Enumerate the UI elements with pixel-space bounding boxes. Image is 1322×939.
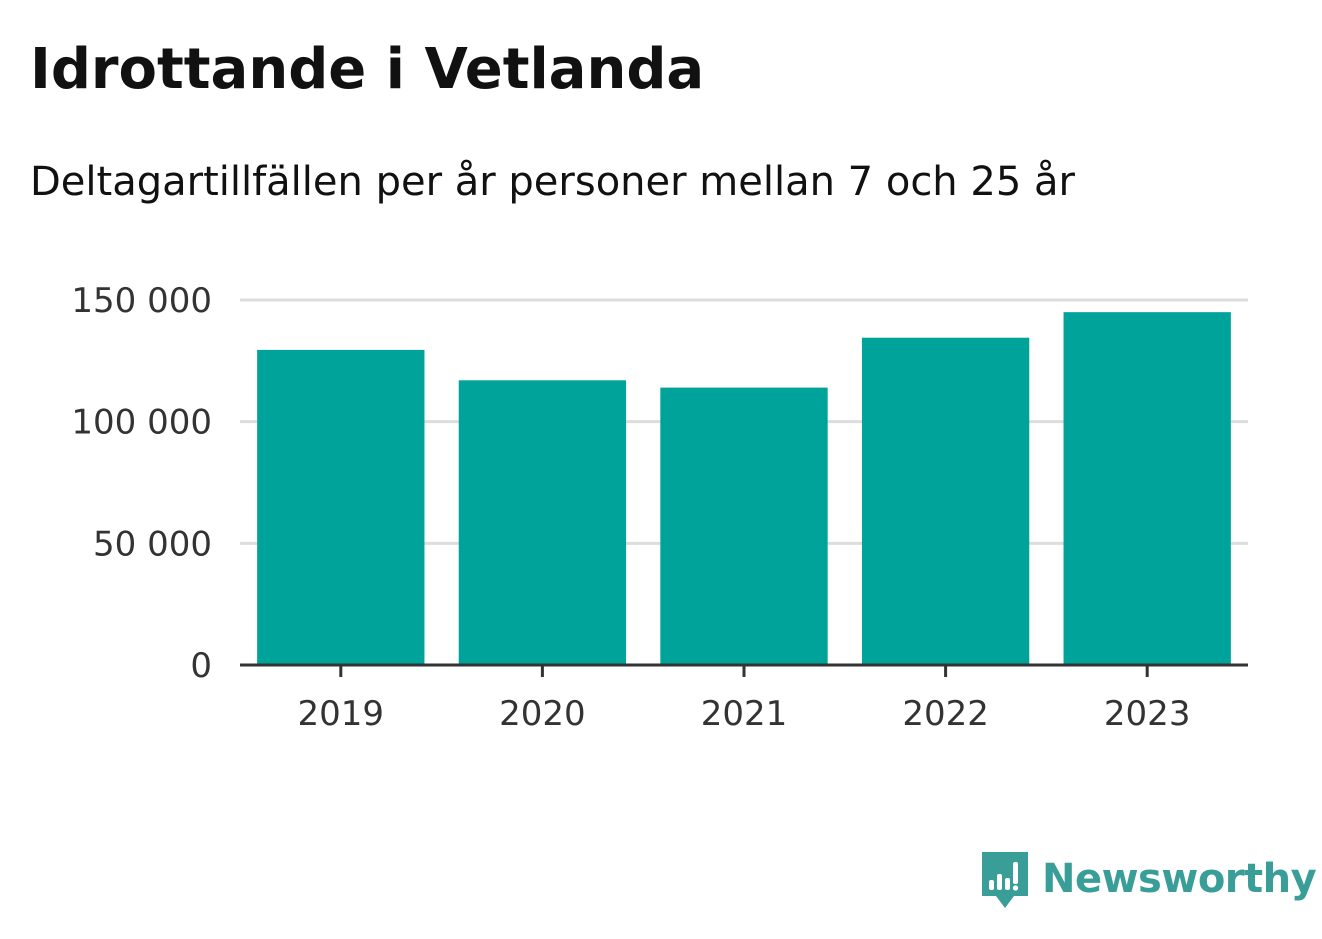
newsworthy-logo-icon [982,852,1028,908]
chart-subtitle: Deltagartillfällen per år personer mella… [30,159,1075,205]
newsworthy-brand: Newsworthy [980,846,1317,912]
y-axis-tick-labels: 0 50 000 100 000 150 000 [71,281,212,686]
bar-2020 [458,380,627,665]
x-axis-tick-labels: 2019 2020 2021 2022 2023 [298,694,1191,734]
x-tick-label: 2019 [298,694,385,734]
y-tick-label: 100 000 [71,403,212,443]
x-tick-label: 2020 [499,694,586,734]
y-tick-label: 150 000 [71,281,212,321]
x-axis [240,663,1248,677]
brand-name: Newsworthy [1042,856,1317,902]
y-tick-label: 0 [190,646,212,686]
bar-2021 [660,387,828,665]
x-tick-label: 2022 [902,694,989,734]
x-tick-label: 2023 [1104,694,1191,734]
bars [257,312,1231,665]
bar-2022 [861,337,1030,665]
x-tick-label: 2021 [701,694,788,734]
bar-2019 [257,349,425,665]
y-tick-label: 50 000 [93,524,212,564]
chart-title: Idrottande i Vetlanda [30,37,705,102]
bar-2023 [1063,312,1231,665]
